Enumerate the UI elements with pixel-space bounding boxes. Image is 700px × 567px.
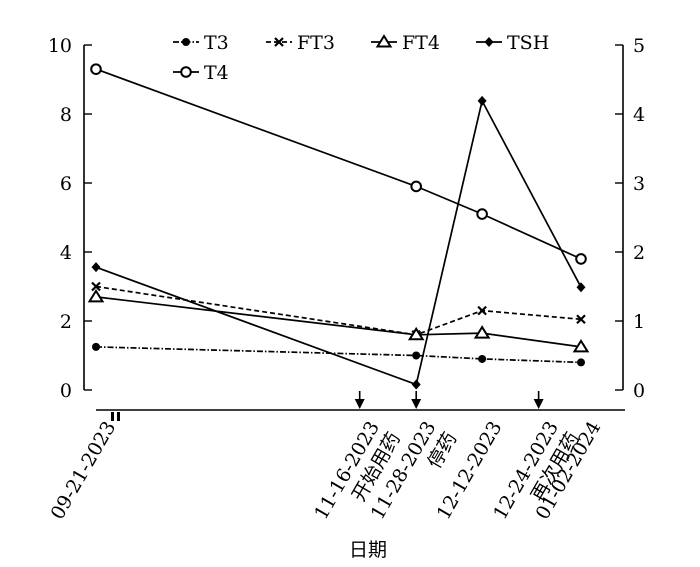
x-marker-stroke [477,305,487,316]
data-point-t4 [410,180,422,193]
event-arrow-head [354,399,365,409]
series-tsh [91,95,586,390]
data-point-ft4 [572,338,590,353]
data-point-ft3 [91,281,101,292]
y-left-tick-label: 8 [60,104,72,126]
legend-marker-tsh [484,37,494,47]
data-point-tsh [576,282,586,293]
y-left-tick-label: 0 [60,380,72,402]
data-point-tsh [477,95,487,106]
x-marker-stroke [576,314,586,325]
data-point-ft4 [87,288,105,303]
x-marker-stroke [91,281,101,292]
legend-item-ft3: FT3 [266,32,335,54]
y-right-tick-label: 5 [633,35,645,57]
legend-item-ft4: FT4 [371,32,440,54]
series-t3 [92,342,585,367]
data-point-t4 [575,253,587,265]
series-ft3 [91,281,586,340]
legend-label-ft4: FT4 [402,32,440,54]
y-left-tick-label: 4 [60,242,72,264]
y-right-tick-label: 0 [633,380,645,402]
series-line-t4 [95,68,582,260]
legend-label-t4: T4 [204,62,229,84]
data-point-ft3 [576,314,586,325]
series-line-ft4 [95,296,582,348]
data-point-t4 [90,63,102,75]
legend-marker-t3 [182,38,190,46]
y-right-tick-label: 3 [633,173,645,195]
data-point-t3 [478,354,487,363]
data-point-ft3 [477,305,487,316]
y-right-tick-label: 4 [633,104,645,126]
series-layer [87,63,590,390]
series-line-t3 [95,346,582,364]
legend-label-tsh: TSH [507,32,549,54]
x-axis-break-mark [111,412,114,421]
legend-label-t3: T3 [204,32,229,54]
data-point-ft4 [407,326,425,341]
event-arrow-head [411,399,422,409]
data-point-t4 [476,208,488,220]
legend-item-t3: T3 [173,32,229,54]
legend-item-t4: T4 [173,62,229,84]
x-marker-stroke [274,37,284,47]
legend-item-tsh: TSH [476,32,549,54]
data-point-t3 [92,342,100,351]
y-right-tick-label: 1 [633,311,645,333]
x-tick-label: 09-21-2023 [47,418,121,524]
series-ft4 [87,288,590,353]
series-line-ft3 [95,285,582,336]
y-left-tick-label: 10 [48,35,72,57]
x-axis-break-mark [117,412,120,421]
data-point-tsh [411,379,421,390]
series-line-tsh [95,98,582,386]
legend-marker-ft3 [274,37,284,47]
legend-label-ft3: FT3 [297,32,335,54]
data-point-t3 [412,351,421,360]
y-left-tick-label: 6 [60,173,72,195]
data-point-tsh [91,262,101,273]
y-left-tick-label: 2 [60,311,72,333]
series-t4 [90,63,587,265]
legend: T3 FT3 FT4 TSH T4 [173,32,549,84]
y-right-tick-label: 2 [633,242,645,264]
x-axis-title: 日期 [349,539,387,561]
data-point-t3 [577,358,585,367]
legend-marker-t4 [180,66,192,78]
data-point-ft4 [473,325,491,339]
legend-marker-ft4 [375,34,393,48]
event-arrow-head [533,399,544,409]
